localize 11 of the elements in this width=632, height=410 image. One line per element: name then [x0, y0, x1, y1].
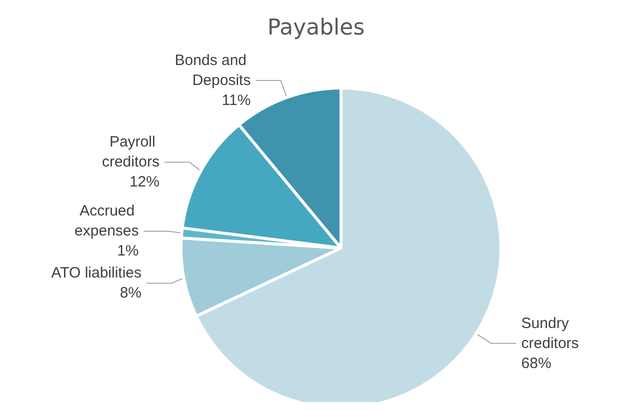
- data-label: 12%: [129, 174, 160, 191]
- slice-label: Accrued expenses: [74, 202, 139, 240]
- data-label: 11%: [222, 92, 251, 110]
- slice-label: ATO liabilities: [51, 264, 142, 282]
- slice-label: Sundry creditors: [521, 314, 579, 352]
- data-label: 68%: [521, 354, 552, 372]
- chart-title: Payables: [267, 16, 365, 40]
- data-label: 8%: [120, 284, 142, 302]
- slice-label: Payroll creditors: [102, 134, 160, 171]
- data-label: 1%: [117, 242, 139, 260]
- slice-label: Bonds and Deposits: [174, 52, 251, 90]
